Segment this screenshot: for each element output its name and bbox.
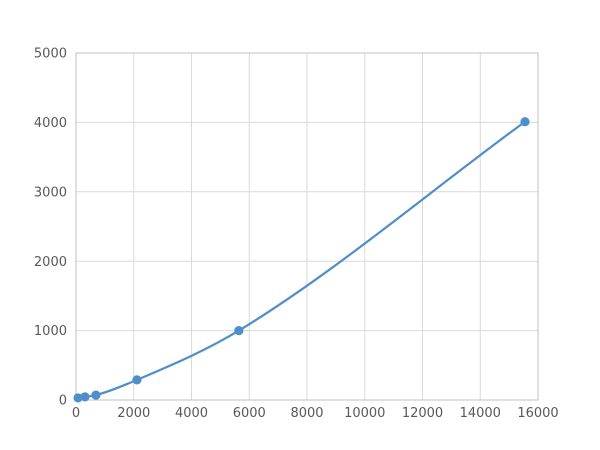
y-tick-label: 2000 [34, 255, 67, 270]
x-tick-label: 2000 [117, 406, 150, 421]
x-tick-label: 0 [72, 406, 80, 421]
x-tick-label: 10000 [344, 406, 385, 421]
data-point-marker [132, 375, 142, 385]
data-point-marker [234, 326, 244, 336]
plot-border [75, 52, 539, 401]
x-tick-label: 4000 [175, 406, 208, 421]
x-tick-label: 6000 [233, 406, 266, 421]
y-tick-label: 0 [59, 394, 67, 409]
x-tick-label: 12000 [402, 406, 443, 421]
y-tick-label: 5000 [34, 47, 67, 62]
y-tick-label: 3000 [34, 185, 67, 200]
data-point-marker [91, 390, 101, 400]
data-point-marker [520, 117, 530, 127]
x-tick-label: 16000 [517, 406, 558, 421]
x-tick-label: 14000 [460, 406, 501, 421]
data-point-marker [80, 392, 90, 402]
y-tick-label: 4000 [34, 116, 67, 131]
data-point-marker [73, 393, 83, 403]
x-tick-label: 8000 [290, 406, 323, 421]
y-tick-label: 1000 [34, 324, 67, 339]
